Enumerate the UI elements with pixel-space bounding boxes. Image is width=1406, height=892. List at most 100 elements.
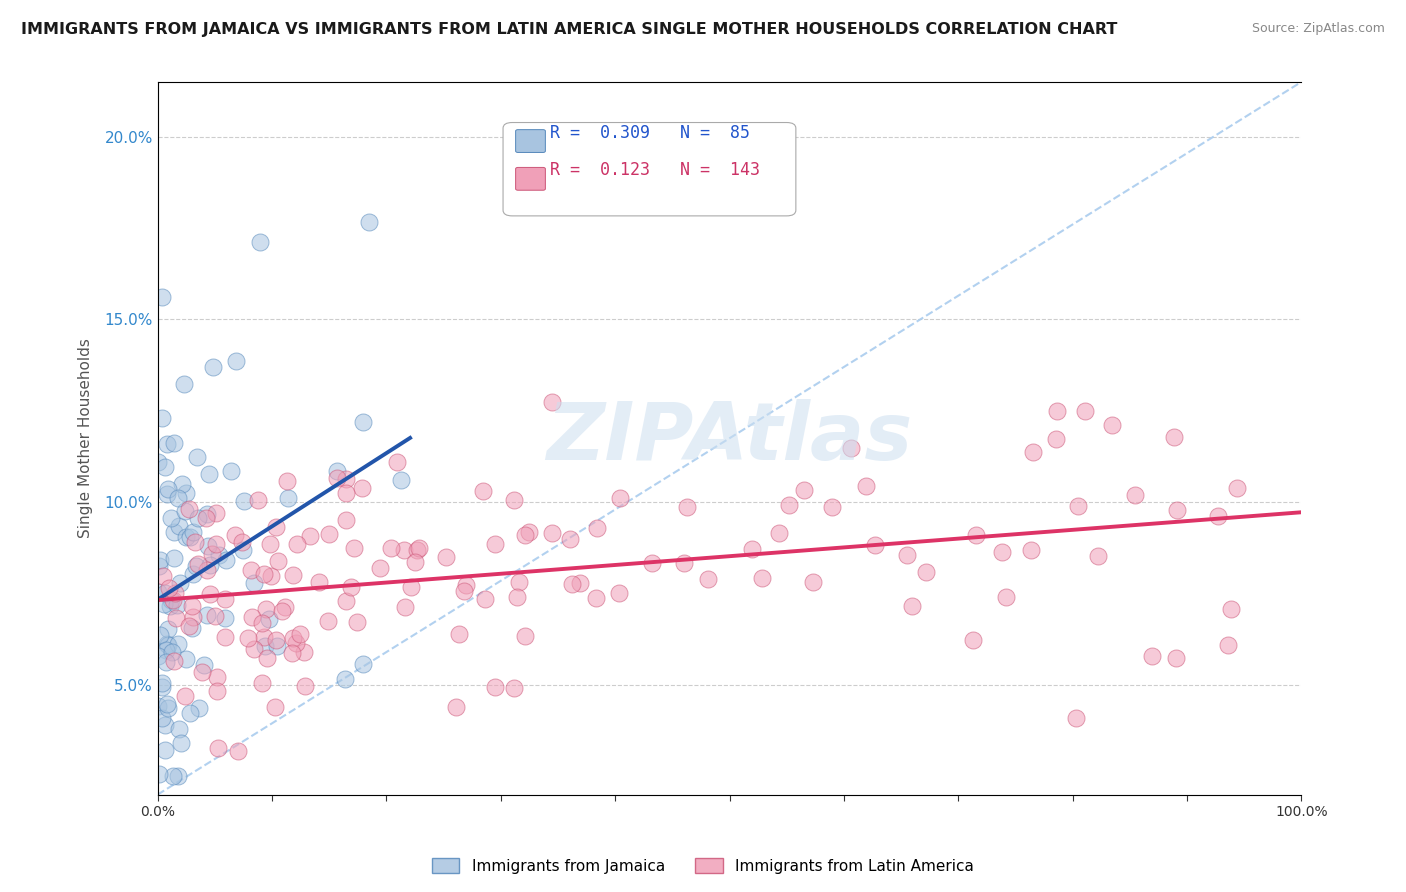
Point bbox=[219, 464, 242, 478]
Point bbox=[169, 723, 191, 737]
Point bbox=[751, 570, 773, 584]
Point bbox=[508, 575, 530, 590]
Point bbox=[148, 698, 170, 713]
Point bbox=[263, 699, 285, 714]
Point bbox=[193, 658, 215, 673]
Y-axis label: Single Mother Households: Single Mother Households bbox=[79, 338, 93, 538]
Point bbox=[609, 491, 631, 506]
Point bbox=[243, 642, 266, 657]
Point bbox=[1067, 499, 1090, 513]
Point bbox=[434, 550, 457, 565]
Point bbox=[915, 565, 938, 579]
Point bbox=[253, 639, 276, 653]
Point bbox=[231, 543, 253, 558]
Point bbox=[896, 549, 918, 563]
Point bbox=[408, 541, 430, 556]
Point bbox=[585, 591, 607, 605]
Point bbox=[156, 701, 179, 715]
Point bbox=[205, 671, 228, 685]
Point bbox=[173, 377, 195, 392]
Point bbox=[254, 602, 277, 616]
Point bbox=[350, 481, 373, 495]
Point bbox=[155, 655, 177, 669]
Point bbox=[585, 521, 607, 535]
Point bbox=[406, 543, 429, 558]
Point bbox=[394, 542, 416, 557]
Point bbox=[157, 638, 180, 652]
Point bbox=[672, 556, 695, 570]
Point bbox=[308, 574, 330, 589]
Point bbox=[484, 536, 506, 550]
Point bbox=[256, 651, 278, 665]
Point bbox=[267, 554, 290, 568]
Point bbox=[240, 564, 263, 578]
Point bbox=[697, 573, 720, 587]
Point bbox=[259, 612, 281, 626]
Point bbox=[503, 681, 526, 695]
Point bbox=[855, 479, 877, 493]
Point bbox=[146, 455, 169, 469]
Point bbox=[264, 632, 287, 647]
Point bbox=[170, 736, 193, 750]
Point bbox=[155, 460, 177, 475]
Point bbox=[281, 631, 304, 645]
Point bbox=[156, 698, 179, 712]
Point bbox=[385, 455, 408, 469]
Point bbox=[517, 525, 540, 540]
Point bbox=[167, 637, 190, 651]
Point bbox=[197, 539, 219, 553]
Point bbox=[253, 567, 276, 582]
Point bbox=[793, 483, 815, 497]
Point bbox=[148, 585, 170, 599]
Point bbox=[259, 569, 281, 583]
Point bbox=[155, 643, 177, 657]
Point bbox=[167, 769, 190, 783]
Point bbox=[1087, 549, 1109, 563]
Point bbox=[359, 215, 381, 229]
Point bbox=[157, 622, 180, 636]
Point bbox=[174, 652, 197, 666]
Point bbox=[1220, 601, 1243, 615]
Point bbox=[965, 528, 987, 542]
Point bbox=[1064, 711, 1087, 725]
Point bbox=[183, 567, 205, 582]
Point bbox=[159, 599, 181, 614]
Point bbox=[163, 550, 186, 565]
Legend: Immigrants from Jamaica, Immigrants from Latin America: Immigrants from Jamaica, Immigrants from… bbox=[426, 852, 980, 880]
Point bbox=[225, 354, 247, 368]
Point bbox=[266, 639, 288, 653]
Point bbox=[163, 586, 186, 600]
Point bbox=[316, 614, 339, 628]
Point bbox=[187, 557, 209, 571]
Point bbox=[503, 492, 526, 507]
Point bbox=[186, 450, 208, 465]
Point bbox=[165, 611, 187, 625]
Point bbox=[863, 538, 886, 552]
Point bbox=[177, 619, 200, 633]
Point bbox=[298, 529, 321, 543]
Point bbox=[1166, 502, 1188, 516]
Point bbox=[243, 575, 266, 590]
Text: IMMIGRANTS FROM JAMAICA VS IMMIGRANTS FROM LATIN AMERICA SINGLE MOTHER HOUSEHOLD: IMMIGRANTS FROM JAMAICA VS IMMIGRANTS FR… bbox=[21, 22, 1118, 37]
Point bbox=[167, 491, 190, 505]
Point bbox=[607, 586, 630, 600]
Point bbox=[205, 537, 228, 551]
Point bbox=[250, 615, 273, 630]
Point bbox=[515, 629, 537, 643]
Text: ZIPAtlas: ZIPAtlas bbox=[547, 400, 912, 477]
Point bbox=[176, 485, 198, 500]
Point bbox=[335, 593, 357, 607]
Point bbox=[447, 627, 470, 641]
Point bbox=[156, 437, 179, 451]
Point bbox=[821, 500, 844, 514]
Point bbox=[214, 591, 236, 606]
Point bbox=[174, 530, 197, 544]
Point bbox=[901, 599, 924, 613]
Point bbox=[335, 513, 357, 527]
Point bbox=[246, 492, 269, 507]
Point bbox=[801, 575, 824, 590]
Point bbox=[271, 604, 294, 618]
Point bbox=[352, 415, 374, 429]
Point bbox=[318, 527, 340, 541]
Point bbox=[294, 679, 316, 693]
